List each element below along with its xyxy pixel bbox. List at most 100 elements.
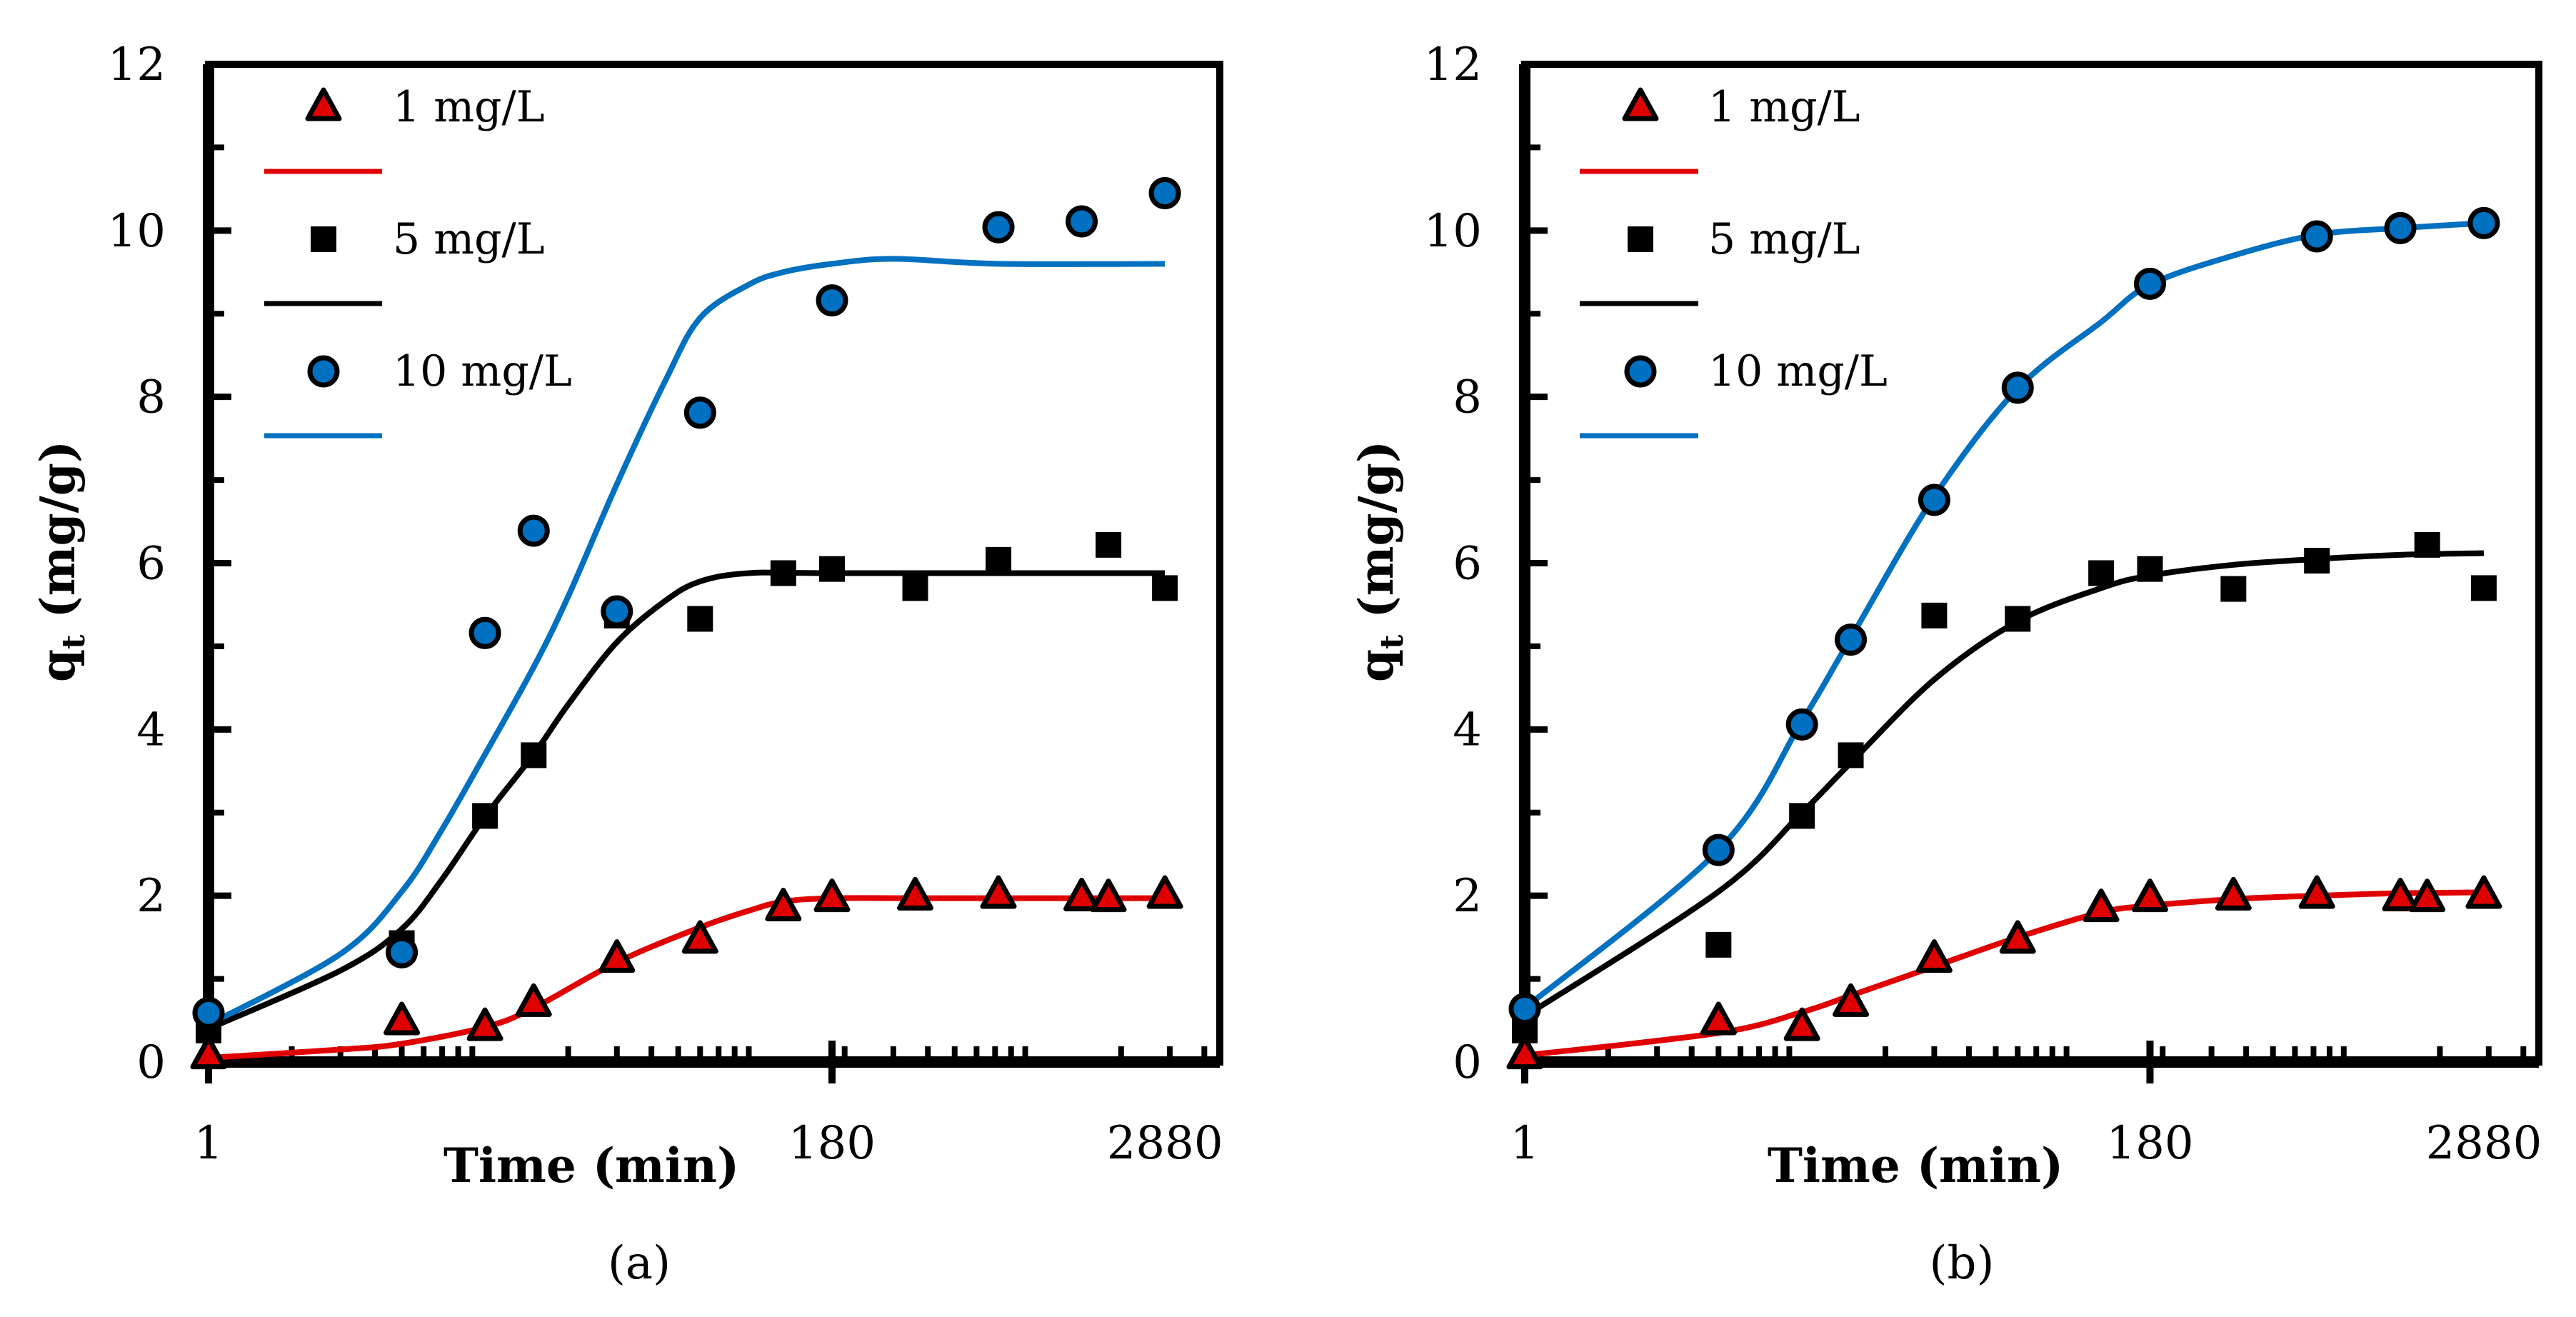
panel-caption: (a) — [608, 1237, 671, 1290]
data-point-10mgL — [1918, 484, 1950, 516]
data-point-1mgL — [2131, 878, 2168, 913]
data-point-10mgL — [816, 284, 848, 317]
y-tick-label: 2 — [1453, 870, 1482, 923]
y-label-unit: (mg/g) — [1348, 441, 1404, 635]
fit-line-10mgL — [207, 256, 1166, 1028]
y-axis-label: qt (mg/g) — [1348, 441, 1410, 682]
data-point-5mgL — [2304, 548, 2330, 574]
data-point-1mgL — [1090, 878, 1127, 913]
y-tick-label: 6 — [1453, 538, 1482, 591]
y-tick-label: 12 — [1424, 39, 1482, 91]
data-point-10mgL — [2001, 371, 2034, 404]
legend-label: 5 mg/L — [393, 214, 545, 264]
data-point-10mgL — [1508, 992, 1541, 1025]
data-point-5mgL — [2470, 575, 2497, 601]
data-point-10mgL — [1702, 833, 1735, 866]
data-point-1mgL — [598, 939, 636, 973]
data-point-10mgL — [1148, 176, 1181, 209]
data-point-5mgL — [986, 546, 1012, 573]
data-point-10mgL — [517, 514, 550, 547]
legend-marker — [311, 226, 336, 252]
data-point-10mgL — [2133, 267, 2166, 300]
y-tick-label: 6 — [136, 538, 166, 591]
y-tick-label: 10 — [108, 205, 166, 258]
legend-marker — [1628, 226, 1653, 252]
data-point-10mgL — [2384, 211, 2417, 244]
data-point-5mgL — [819, 556, 846, 582]
y-tick-label: 4 — [136, 703, 166, 756]
data-point-1mgL — [1999, 920, 2036, 954]
fit-line-10mgL — [1523, 220, 2485, 1011]
x-tick-label: 1 — [194, 1117, 224, 1170]
y-tick-label: 0 — [136, 1036, 166, 1089]
x-tick-label: 1 — [1510, 1117, 1540, 1170]
data-point-1mgL — [813, 878, 851, 913]
y-label-subscript: t — [1374, 634, 1410, 649]
data-point-1mgL — [2409, 878, 2446, 913]
data-point-1mgL — [466, 1007, 503, 1041]
legend-label: 5 mg/L — [1708, 214, 1860, 264]
data-point-10mgL — [1066, 205, 1098, 238]
data-point-1mgL — [897, 876, 934, 911]
data-point-10mgL — [601, 595, 633, 628]
fit-line-5mgL — [207, 569, 1166, 1032]
data-point-5mgL — [2088, 560, 2115, 586]
plot-frame — [1521, 61, 2542, 1066]
data-point-5mgL — [902, 575, 928, 601]
data-point-10mgL — [1835, 624, 1868, 656]
y-tick-label: 10 — [1424, 205, 1482, 258]
x-tick-label: 2880 — [1107, 1117, 1223, 1170]
data-point-5mgL — [687, 606, 713, 632]
legend-marker — [1624, 355, 1657, 388]
data-point-1mgL — [384, 1001, 421, 1036]
data-point-10mgL — [2300, 220, 2333, 253]
panel-b: 0 2 4 6 8 10 12 1 180 2880 1 mg/L 5 mg/L 10 mg/L Time… — [1348, 39, 2542, 1290]
legend-marker — [1622, 87, 1659, 121]
legend-label: 10 mg/L — [1708, 346, 1888, 396]
y-tick-label: 2 — [136, 870, 166, 923]
data-point-1mgL — [1063, 877, 1101, 911]
data-point-1mgL — [190, 1036, 227, 1070]
data-point-5mgL — [1152, 575, 1178, 601]
data-point-10mgL — [386, 936, 419, 968]
data-point-5mgL — [1096, 531, 1122, 558]
data-point-1mgL — [1783, 1007, 1820, 1041]
y-label-main: q — [30, 649, 86, 682]
data-point-1mgL — [1915, 939, 1953, 973]
data-point-10mgL — [192, 996, 225, 1029]
data-point-1mgL — [515, 983, 552, 1017]
panel-a: 0 2 4 6 8 10 12 1 180 2880 1 mg/L 5 mg/L 10 mg/L Time… — [30, 39, 1223, 1290]
y-tick-label: 8 — [136, 371, 166, 424]
legend-label: 1 mg/L — [393, 82, 545, 132]
data-point-5mgL — [2220, 576, 2247, 602]
data-point-5mgL — [1705, 931, 1732, 958]
legend-marker — [305, 87, 342, 121]
data-point-1mgL — [1506, 1036, 1543, 1070]
data-point-5mgL — [2005, 606, 2031, 632]
data-point-10mgL — [982, 211, 1015, 244]
data-point-1mgL — [980, 875, 1017, 909]
x-tick-label: 2880 — [2425, 1117, 2542, 1170]
legend-label: 1 mg/L — [1708, 82, 1860, 132]
fit-line-1mgL — [1524, 889, 2484, 1058]
data-point-5mgL — [1921, 602, 1948, 629]
y-tick-label: 8 — [1453, 371, 1482, 424]
x-tick-label: 180 — [788, 1117, 876, 1170]
data-point-10mgL — [2467, 206, 2500, 239]
data-point-10mgL — [683, 396, 716, 429]
y-label-main: q — [1348, 649, 1404, 682]
y-label-unit: (mg/g) — [30, 441, 86, 635]
data-point-5mgL — [2414, 531, 2440, 558]
data-point-1mgL — [2215, 876, 2252, 911]
y-tick-label: 12 — [108, 39, 166, 91]
data-point-5mgL — [1838, 742, 1864, 768]
data-point-10mgL — [468, 616, 501, 649]
data-point-1mgL — [2382, 877, 2419, 911]
data-point-1mgL — [2083, 888, 2120, 923]
y-axis-label: qt (mg/g) — [30, 441, 92, 682]
legend-label: 10 mg/L — [393, 346, 572, 396]
y-label-subscript: t — [56, 634, 92, 649]
data-point-5mgL — [2137, 556, 2163, 582]
x-axis-label: Time (min) — [443, 1138, 739, 1193]
